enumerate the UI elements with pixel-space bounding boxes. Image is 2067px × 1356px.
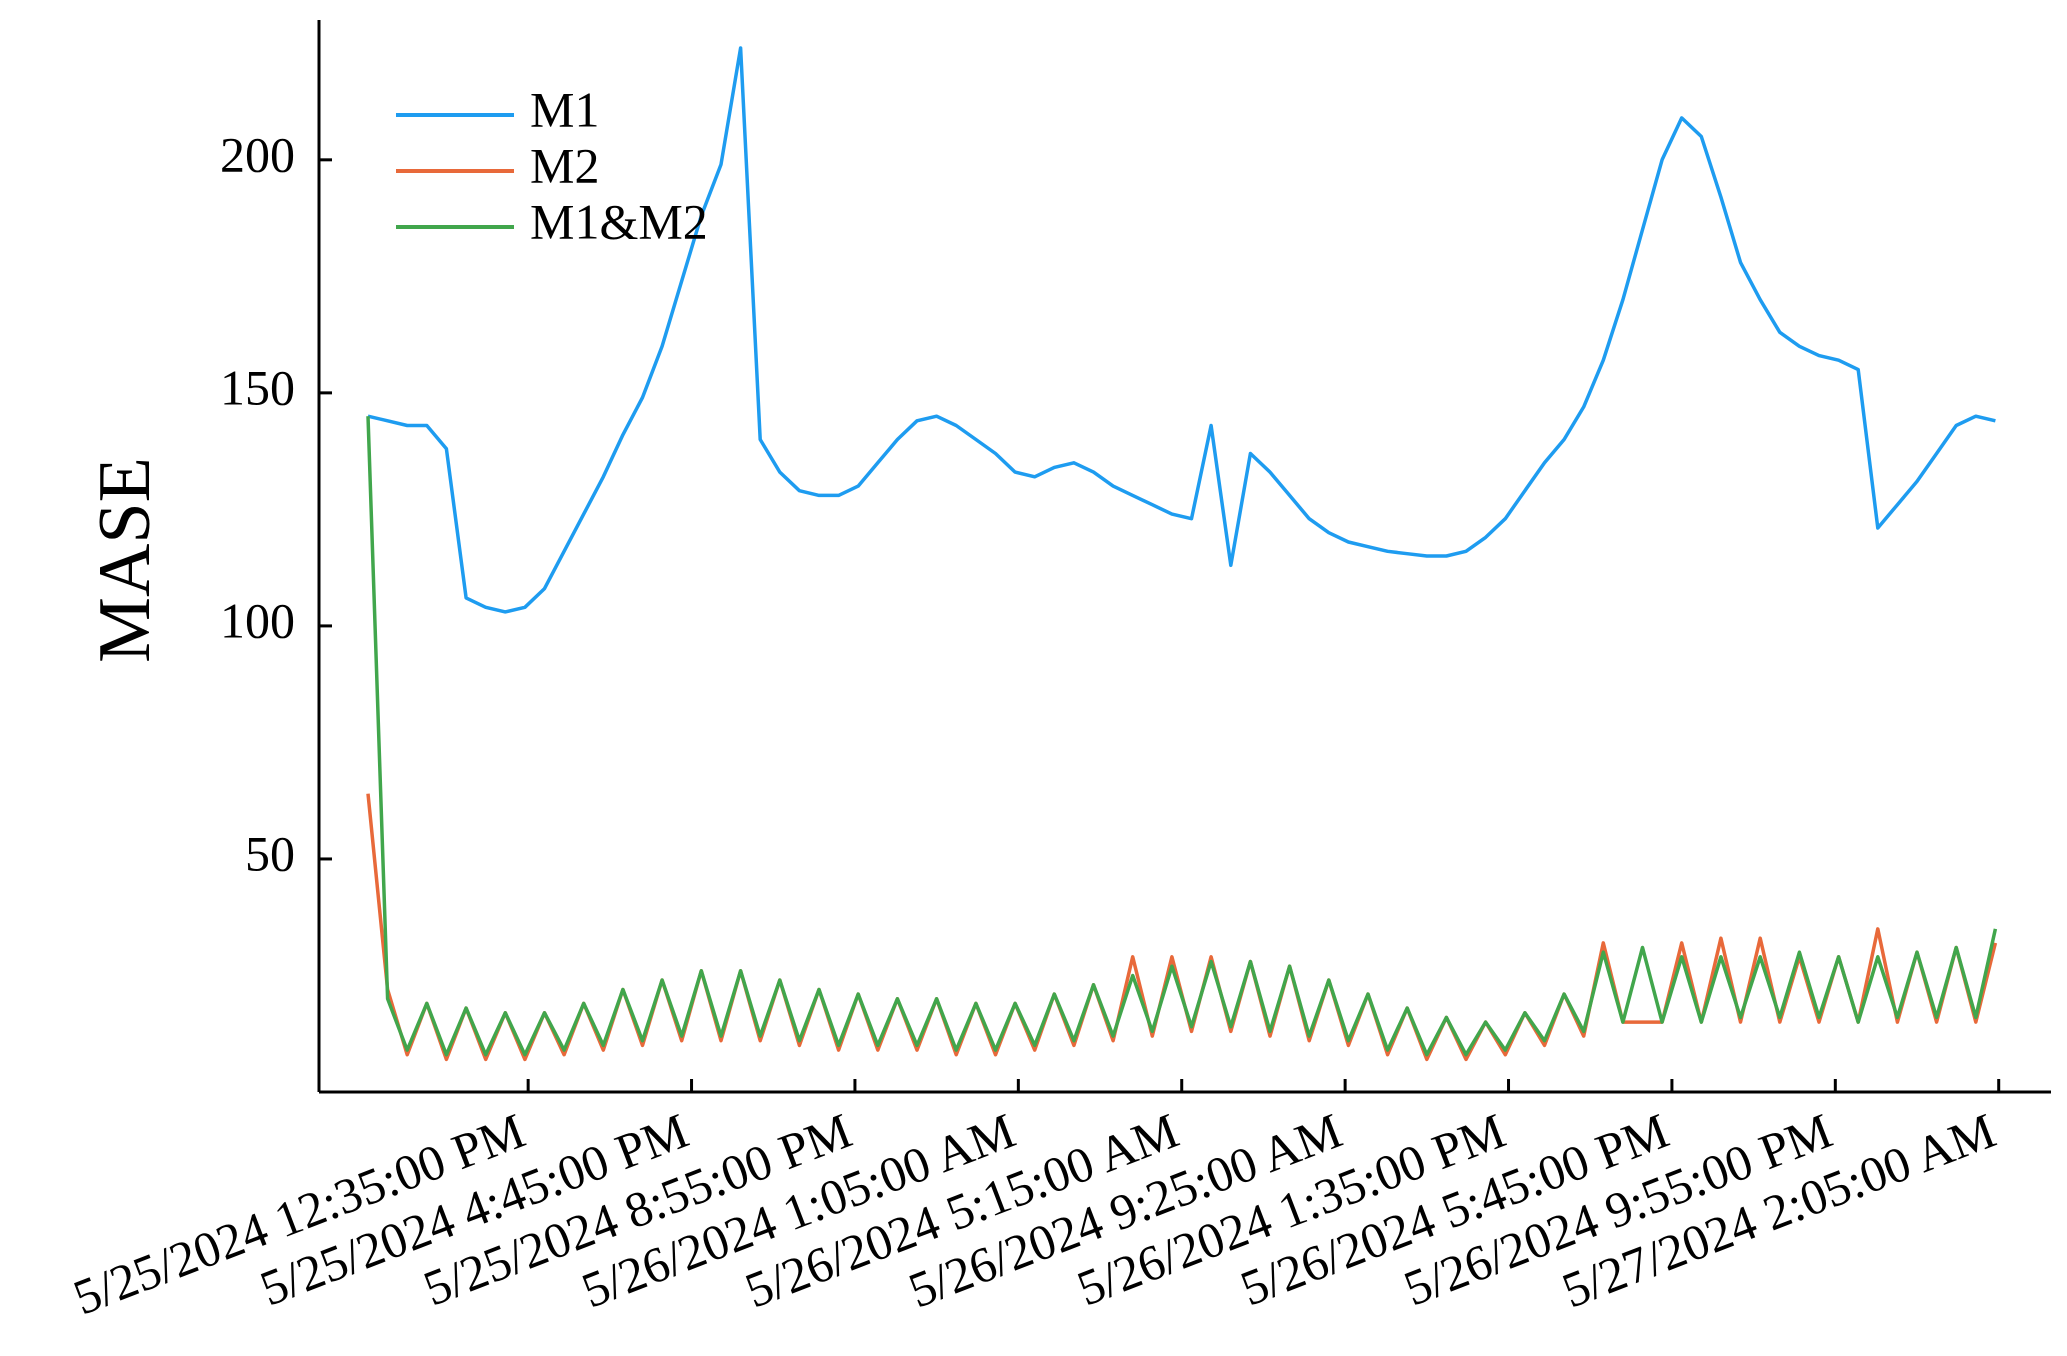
y-tick-label: 50 — [245, 825, 295, 881]
line-series — [366, 416, 1998, 1057]
line-series — [367, 46, 1996, 614]
legend-label: M1 — [530, 81, 599, 137]
y-tick-label: 150 — [220, 359, 295, 415]
y-tick-label: 100 — [220, 592, 295, 648]
legend-label: M1&M2 — [530, 193, 708, 249]
legend-label: M2 — [530, 137, 599, 193]
y-axis-label: MASE — [84, 457, 166, 663]
y-tick-label: 200 — [220, 126, 295, 182]
